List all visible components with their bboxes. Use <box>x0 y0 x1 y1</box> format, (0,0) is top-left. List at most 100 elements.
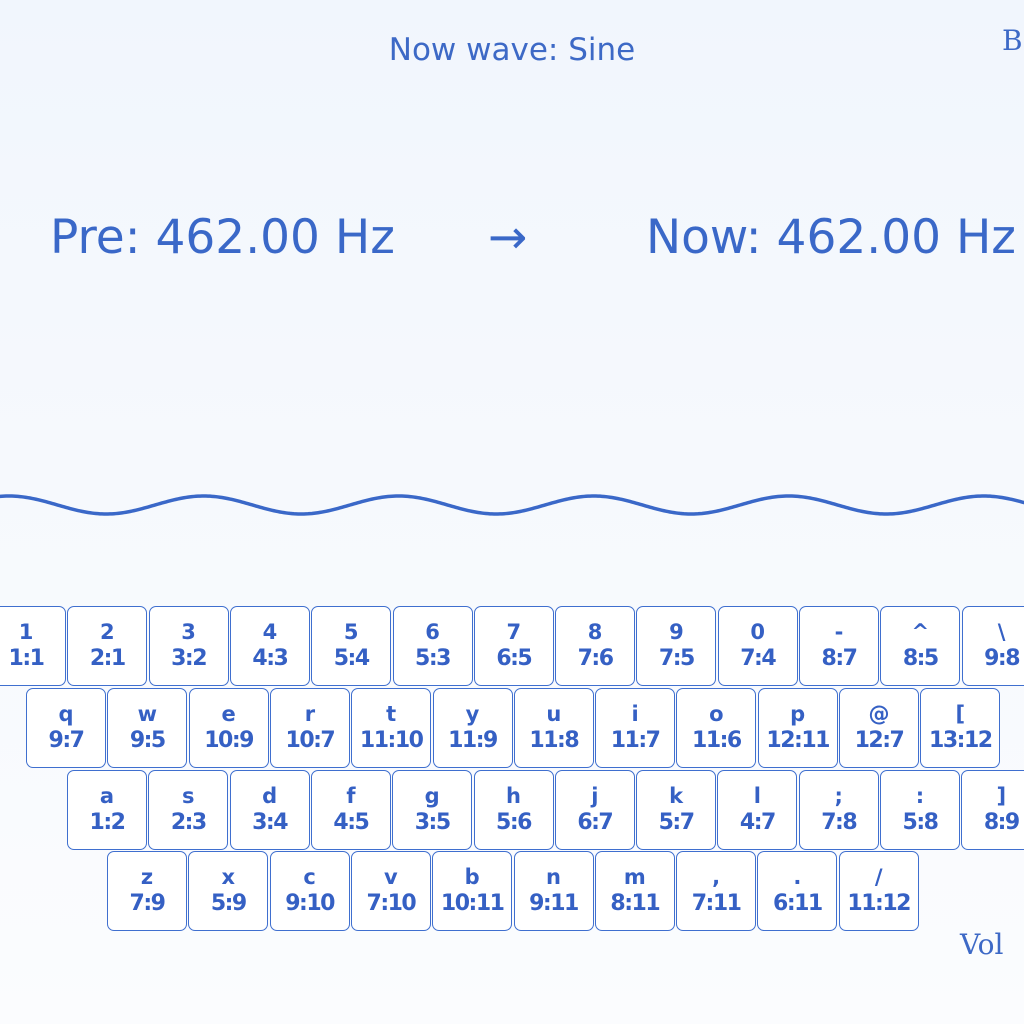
key-ratio: 7:10 <box>366 891 417 916</box>
key-0-8[interactable]: 9 7:5 <box>636 606 717 686</box>
key-1-2[interactable]: e 10:9 <box>188 688 269 768</box>
key-char: e <box>221 702 236 726</box>
key-ratio: 5:9 <box>210 891 247 916</box>
key-char: @ <box>868 702 890 726</box>
key-char: z <box>140 865 154 889</box>
key-ratio: 8:5 <box>902 646 939 671</box>
key-char: 1 <box>18 620 34 644</box>
key-1-0[interactable]: q 9:7 <box>26 688 106 768</box>
key-0-12[interactable]: \ 9:8 <box>961 606 1024 686</box>
key-1-10[interactable]: @12:7 <box>839 688 919 768</box>
key-1-7[interactable]: i 11:7 <box>595 688 676 768</box>
key-0-9[interactable]: 0 7:4 <box>717 606 798 686</box>
key-2-0[interactable]: a 1:2 <box>67 770 147 850</box>
key-0-5[interactable]: 6 5:3 <box>392 606 473 686</box>
key-ratio: 1:2 <box>89 810 126 835</box>
key-2-6[interactable]: j 6:7 <box>554 770 635 850</box>
key-2-11[interactable]: ] 8:9 <box>961 770 1024 850</box>
key-1-8[interactable]: o 11:6 <box>676 688 757 768</box>
key-3-7[interactable]: , 7:11 <box>676 851 757 931</box>
key-3-8[interactable]: . 6:11 <box>757 851 838 931</box>
key-char: 2 <box>99 620 115 644</box>
key-ratio: 5:6 <box>496 810 532 835</box>
key-1-3[interactable]: r 10:7 <box>269 688 350 768</box>
key-0-4[interactable]: 5 5:4 <box>311 606 392 686</box>
key-1-4[interactable]: t 11:10 <box>351 688 432 768</box>
key-ratio: 6:7 <box>577 810 613 835</box>
key-char: , <box>712 865 721 889</box>
key-2-9[interactable]: ; 7:8 <box>798 770 879 850</box>
key-ratio: 10:7 <box>285 728 336 753</box>
key-3-9[interactable]: /11:12 <box>838 851 919 931</box>
key-ratio: 9:7 <box>48 728 85 753</box>
key-0-10[interactable]: -8:7 <box>799 606 879 686</box>
key-ratio: 3:5 <box>414 810 451 835</box>
key-2-8[interactable]: l 4:7 <box>717 770 798 850</box>
key-2-7[interactable]: k 5:7 <box>636 770 717 850</box>
key-2-3[interactable]: f 4:5 <box>310 770 391 850</box>
key-char: c <box>303 865 316 889</box>
volume-label[interactable]: Vol <box>960 928 1004 961</box>
key-1-1[interactable]: w 9:5 <box>107 688 188 768</box>
key-ratio: 4:5 <box>333 810 369 835</box>
key-ratio: 7:9 <box>129 891 166 916</box>
key-ratio: 7:4 <box>740 646 776 671</box>
key-2-4[interactable]: g 3:5 <box>392 770 473 850</box>
key-ratio: 12:11 <box>766 728 830 753</box>
current-wave-label[interactable]: Now wave: Sine <box>388 32 636 68</box>
key-3-5[interactable]: n 9:11 <box>513 851 594 931</box>
key-char: - <box>834 620 844 644</box>
key-ratio: 7:11 <box>691 891 742 916</box>
key-1-6[interactable]: u 11:8 <box>513 688 594 768</box>
key-3-2[interactable]: c 9:10 <box>269 851 350 931</box>
key-ratio: 11:6 <box>692 728 742 753</box>
key-ratio: 5:4 <box>333 646 370 671</box>
key-char: : <box>915 784 925 808</box>
key-2-10[interactable]: :5:8 <box>880 770 960 850</box>
key-ratio: 3:4 <box>252 810 288 835</box>
key-0-7[interactable]: 8 7:6 <box>555 606 636 686</box>
key-0-1[interactable]: 2 2:1 <box>67 606 148 686</box>
key-2-1[interactable]: s 2:3 <box>148 770 229 850</box>
key-0-6[interactable]: 7 6:5 <box>473 606 554 686</box>
key-char: f <box>346 784 356 808</box>
key-0-2[interactable]: 3 3:2 <box>148 606 229 686</box>
key-ratio: 7:6 <box>577 646 614 671</box>
key-ratio: 9:8 <box>984 646 1020 671</box>
key-1-5[interactable]: y 11:9 <box>432 688 513 768</box>
key-char: o <box>709 702 724 726</box>
key-3-4[interactable]: b 10:11 <box>432 851 513 931</box>
key-3-6[interactable]: m 8:11 <box>594 851 675 931</box>
key-1-9[interactable]: p 12:11 <box>757 688 838 768</box>
key-char: k <box>669 784 684 808</box>
key-ratio: 6:5 <box>496 646 532 671</box>
key-ratio: 13:12 <box>929 728 993 753</box>
key-ratio: 4:3 <box>252 646 288 671</box>
key-ratio: 1:1 <box>8 646 45 671</box>
key-3-1[interactable]: x 5:9 <box>188 851 269 931</box>
key-char: 4 <box>262 620 278 644</box>
key-2-2[interactable]: d 3:4 <box>229 770 310 850</box>
key-char: 0 <box>750 620 765 644</box>
key-1-11[interactable]: [13:12 <box>920 688 1001 768</box>
key-char: a <box>99 784 115 808</box>
key-ratio: 8:9 <box>983 810 1020 835</box>
key-3-3[interactable]: v 7:10 <box>350 851 431 931</box>
key-3-0[interactable]: z 7:9 <box>107 851 187 931</box>
keyboard-row-home: a 1:2 s 2:3 d 3:4 f 4:5 g 3:5 h 5:6 j 6:7 k 5:7 l 4:7; 7:8… <box>0 770 1024 852</box>
corner-button-label[interactable]: B <box>1002 24 1023 57</box>
key-char: [ <box>955 702 966 726</box>
key-char: 3 <box>181 620 196 644</box>
key-2-5[interactable]: h 5:6 <box>473 770 554 850</box>
key-char: x <box>221 865 236 889</box>
key-char: b <box>464 865 480 889</box>
key-char: / <box>874 865 883 889</box>
key-0-11[interactable]: ^ 8:5 <box>880 606 961 686</box>
key-ratio: 9:10 <box>285 891 335 916</box>
key-char: l <box>753 784 761 808</box>
key-ratio: 5:3 <box>415 646 451 671</box>
key-char: d <box>262 784 278 808</box>
key-0-0[interactable]: 1 1:1 <box>0 606 66 686</box>
key-char: y <box>465 702 480 726</box>
key-0-3[interactable]: 4 4:3 <box>229 606 310 686</box>
